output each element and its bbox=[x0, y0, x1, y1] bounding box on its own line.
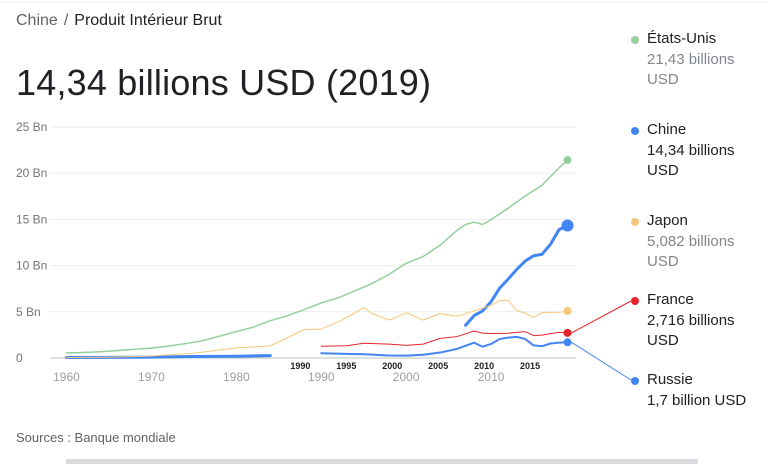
legend-value: 21,43 billions USD bbox=[647, 51, 735, 88]
y-tick-label: 20 Bn bbox=[16, 166, 47, 180]
inset-tick-label: 2010 bbox=[474, 361, 494, 371]
inset-tick-label: 2005 bbox=[428, 361, 448, 371]
top-divider bbox=[0, 2, 768, 3]
legend-dot-icon bbox=[631, 218, 639, 226]
inset-panel bbox=[275, 316, 576, 357]
legend-name: France bbox=[647, 291, 694, 308]
legend-dot-icon bbox=[631, 297, 639, 305]
x-tick-label: 2000 bbox=[393, 370, 420, 384]
legend-name: Chine bbox=[647, 121, 687, 138]
y-tick-label: 10 Bn bbox=[16, 259, 47, 273]
france-connector bbox=[571, 300, 632, 334]
legend-name: Japon bbox=[647, 212, 688, 229]
x-tick-label: 1960 bbox=[53, 370, 80, 384]
legend-value: 2,716 billions USD bbox=[647, 312, 735, 349]
x-tick-label: 2010 bbox=[478, 370, 505, 384]
y-tick-label: 15 Bn bbox=[16, 212, 47, 226]
x-tick-label: 1980 bbox=[223, 370, 250, 384]
series-line bbox=[65, 299, 569, 359]
breadcrumb-separator: / bbox=[63, 12, 69, 29]
y-tick-label: 5 Bn bbox=[16, 305, 41, 319]
inset-tick-label: 2015 bbox=[520, 361, 540, 371]
series-line bbox=[320, 335, 569, 357]
legend-dot-icon bbox=[631, 377, 639, 385]
breadcrumb-country[interactable]: Chine bbox=[16, 12, 58, 29]
x-tick-label: 1970 bbox=[138, 370, 165, 384]
series-end-point bbox=[561, 219, 574, 232]
legend-value: 1,7 billion USD bbox=[647, 392, 747, 409]
legend-name: États-Unis bbox=[647, 30, 717, 47]
breadcrumb-indicator: Produit Intérieur Brut bbox=[74, 12, 222, 29]
series-line bbox=[65, 159, 569, 354]
x-tick-label: 1990 bbox=[308, 370, 335, 384]
inset-tick-label: 1995 bbox=[336, 361, 356, 371]
series-end-point bbox=[563, 155, 572, 164]
series-end-point bbox=[563, 338, 572, 347]
y-tick-label: 25 Bn bbox=[16, 120, 47, 134]
series-line bbox=[320, 330, 569, 347]
legend-value: 5,082 billions USD bbox=[647, 233, 735, 270]
legend-value: 14,34 billions USD bbox=[647, 142, 735, 179]
russie-connector bbox=[571, 341, 632, 381]
y-tick-label: 0 bbox=[16, 351, 23, 365]
series-end-point bbox=[563, 328, 572, 337]
series-end-point bbox=[563, 307, 572, 316]
breadcrumb: Chine / Produit Intérieur Brut bbox=[16, 12, 222, 30]
horizontal-scrollbar[interactable] bbox=[66, 459, 698, 464]
page-title: 14,34 billions USD (2019) bbox=[16, 62, 432, 103]
inset-tick-label: 1990 bbox=[290, 361, 310, 371]
legend-name: Russie bbox=[647, 371, 693, 388]
legend-dot-icon bbox=[631, 36, 639, 44]
sources-note: Sources : Banque mondiale bbox=[16, 430, 176, 445]
inset-tick-label: 2000 bbox=[382, 361, 402, 371]
legend-dot-icon bbox=[631, 127, 639, 135]
